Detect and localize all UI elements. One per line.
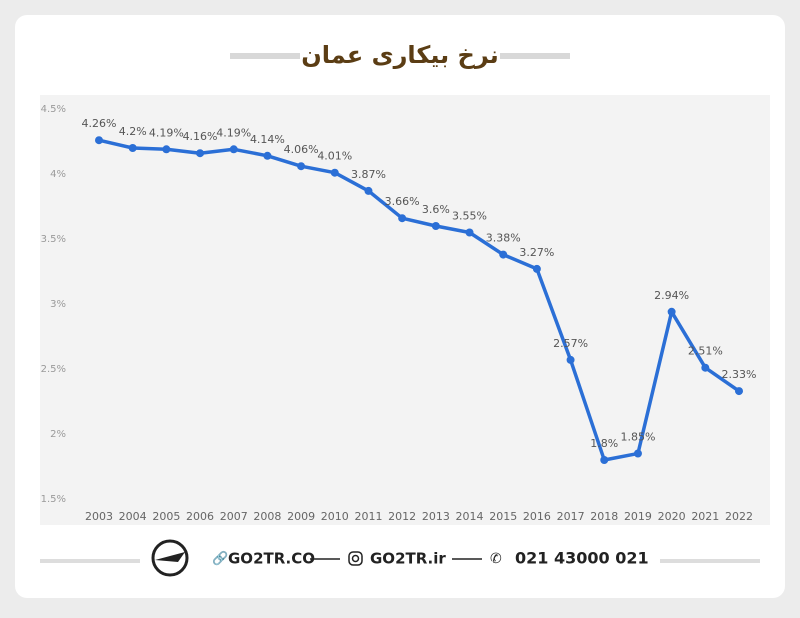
point: [465, 228, 474, 237]
x-tick-label: 2010: [321, 510, 349, 523]
point: [196, 149, 205, 158]
x-tick-label: 2003: [85, 510, 113, 523]
x-tick-label: 2016: [523, 510, 551, 523]
footer-instagram: GO2TR.ir: [370, 550, 446, 568]
line: [98, 138, 740, 462]
y-tick-label: 1.5%: [41, 494, 66, 505]
y-tick-label: 3.5%: [41, 234, 66, 245]
point: [297, 162, 306, 171]
link-icon: 🔗: [212, 550, 228, 567]
x-tick-label: 2013: [422, 510, 450, 523]
x-tick-label: 2020: [658, 510, 686, 523]
value-label: 2.51%: [688, 345, 723, 358]
point: [566, 355, 575, 364]
value-label: 2.33%: [722, 368, 757, 381]
value-label: 4.06%: [284, 143, 319, 156]
footer-phone: 021 43000 021: [515, 549, 649, 568]
point: [667, 307, 676, 316]
x-tick-label: 2022: [725, 510, 753, 523]
value-label: 4.16%: [183, 130, 218, 143]
x-tick-label: 2008: [253, 510, 281, 523]
x-tick-label: 2005: [152, 510, 180, 523]
value-label: 3.27%: [519, 246, 554, 259]
instagram-icon: [351, 554, 360, 563]
value-label: 2.57%: [553, 337, 588, 350]
x-tick-label: 2019: [624, 510, 652, 523]
y-tick-label: 3%: [50, 299, 66, 310]
x-tick-label: 2012: [388, 510, 416, 523]
point: [263, 151, 272, 160]
value-label: 4.19%: [149, 126, 184, 139]
x-tick-label: 2011: [354, 510, 382, 523]
logo-plane: [155, 552, 185, 562]
value-label: 4.2%: [119, 125, 147, 138]
value-label: 3.6%: [422, 203, 450, 216]
point: [330, 168, 339, 177]
chart-title: نرخ بیکاری عمان: [301, 41, 499, 69]
value-label: 4.26%: [82, 117, 117, 130]
x-tick-label: 2021: [691, 510, 719, 523]
y-tick-label: 2.5%: [41, 364, 66, 375]
point: [128, 144, 137, 152]
value-label: 4.14%: [250, 133, 285, 146]
value-label: 3.87%: [351, 168, 386, 181]
point: [431, 222, 440, 230]
x-tick-label: 2006: [186, 510, 214, 523]
x-tick-label: 2015: [489, 510, 517, 523]
point: [633, 449, 642, 458]
value-label: 4.19%: [216, 126, 251, 139]
point: [600, 456, 609, 464]
value-label: 4.01%: [317, 150, 352, 163]
value-label: 2.94%: [654, 289, 689, 302]
point: [499, 250, 508, 259]
point: [735, 387, 743, 396]
x-tick-label: 2004: [119, 510, 147, 523]
y-tick-label: 2%: [50, 429, 66, 440]
phone-icon: ✆: [490, 551, 502, 567]
point: [364, 186, 373, 195]
point: [532, 264, 541, 273]
value-label: 3.66%: [385, 195, 420, 208]
y-tick-label: 4%: [50, 169, 66, 180]
point: [162, 145, 171, 154]
footer-site: GO2TR.CO: [228, 550, 315, 568]
value-label: 1.85%: [620, 431, 655, 444]
y-tick-label: 4.5%: [41, 104, 66, 115]
instagram-icon: [348, 551, 363, 566]
x-tick-label: 2018: [590, 510, 618, 523]
value-label: 3.38%: [486, 232, 521, 245]
value-label: 3.55%: [452, 210, 487, 223]
point: [398, 214, 407, 223]
point: [95, 136, 103, 145]
point: [701, 363, 710, 372]
map-background: [40, 95, 770, 525]
point: [229, 145, 238, 154]
x-tick-label: 2014: [456, 510, 484, 523]
x-tick-label: 2007: [220, 510, 248, 523]
x-tick-label: 2017: [557, 510, 585, 523]
x-tick-label: 2009: [287, 510, 315, 523]
value-label: 1.8%: [590, 437, 618, 450]
